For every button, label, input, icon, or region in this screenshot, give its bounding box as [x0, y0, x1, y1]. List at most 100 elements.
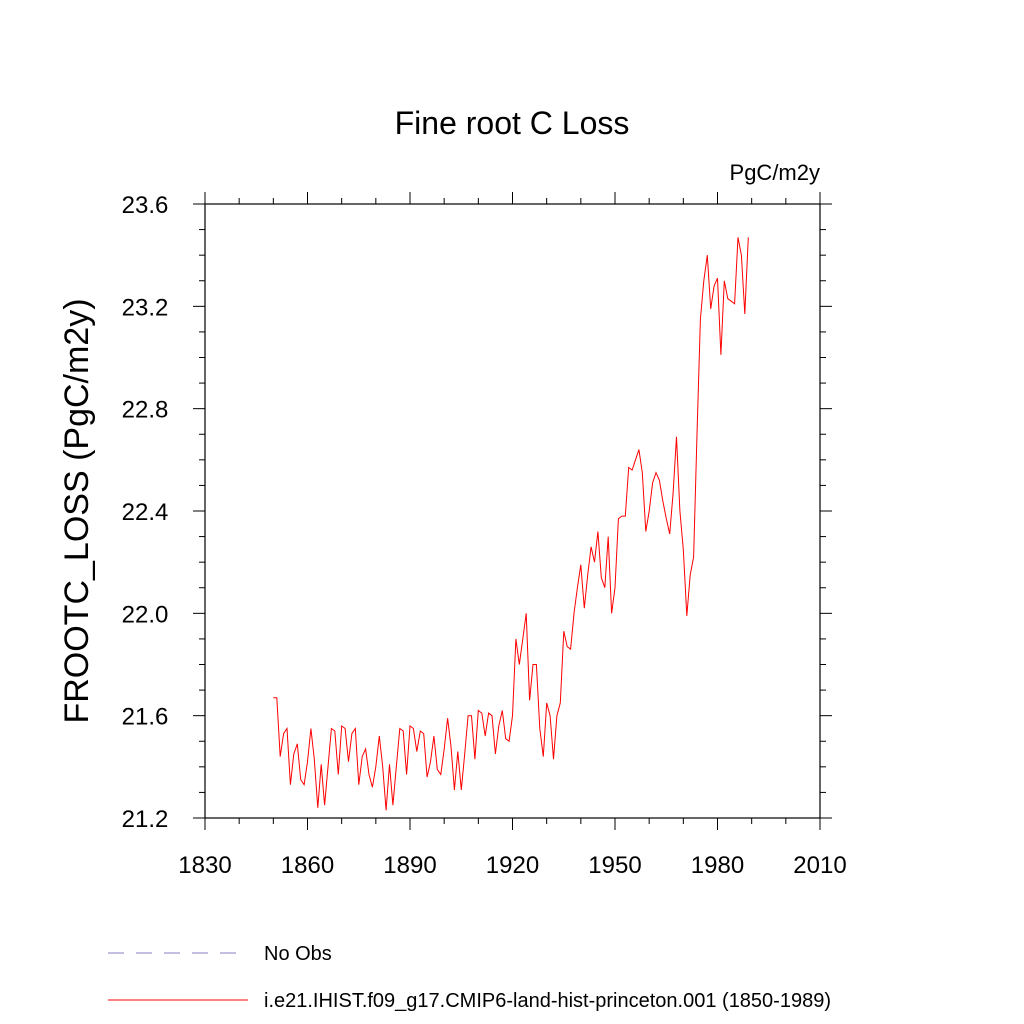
data-point	[375, 766, 376, 767]
data-point	[321, 764, 322, 765]
data-point	[454, 789, 455, 790]
data-point	[307, 761, 308, 762]
x-tick-label: 1860	[281, 852, 334, 879]
data-point	[710, 308, 711, 309]
data-point	[631, 469, 632, 470]
data-point	[286, 728, 287, 729]
data-point	[625, 516, 626, 517]
x-tick-label: 1830	[178, 852, 231, 879]
chart-title: Fine root C Loss	[395, 105, 630, 141]
data-point	[693, 556, 694, 557]
data-point	[724, 280, 725, 281]
data-point	[580, 564, 581, 565]
data-point	[365, 748, 366, 749]
data-point	[440, 774, 441, 775]
x-tick-label: 2010	[793, 852, 846, 879]
data-point	[690, 574, 691, 575]
data-point	[700, 319, 701, 320]
data-point	[385, 810, 386, 811]
data-point	[327, 766, 328, 767]
data-point	[713, 285, 714, 286]
data-point	[392, 805, 393, 806]
data-point	[324, 805, 325, 806]
y-tick-label: 22.8	[122, 397, 169, 424]
data-point	[594, 562, 595, 563]
data-point	[389, 764, 390, 765]
data-point	[409, 725, 410, 726]
data-point	[293, 753, 294, 754]
data-point	[485, 736, 486, 737]
y-tick-label: 22.0	[122, 601, 169, 628]
data-point	[444, 748, 445, 749]
x-tick-label: 1890	[383, 852, 436, 879]
data-point	[341, 725, 342, 726]
data-point	[529, 700, 530, 701]
data-point	[662, 500, 663, 501]
data-point	[474, 759, 475, 760]
data-point	[488, 713, 489, 714]
legend: No Obs i.e21.IHIST.f09_g17.CMIP6-land-hi…	[108, 943, 831, 1012]
data-point	[686, 615, 687, 616]
data-point	[748, 237, 749, 238]
data-point	[543, 756, 544, 757]
data-point	[334, 730, 335, 731]
data-point	[737, 237, 738, 238]
data-point	[430, 761, 431, 762]
data-point	[707, 255, 708, 256]
data-point	[741, 255, 742, 256]
data-point	[573, 613, 574, 614]
data-point	[314, 759, 315, 760]
data-point	[310, 728, 311, 729]
data-point	[642, 472, 643, 473]
data-point	[604, 587, 605, 588]
data-point	[495, 753, 496, 754]
data-point	[703, 280, 704, 281]
data-point	[276, 697, 277, 698]
data-point	[567, 646, 568, 647]
data-point	[303, 784, 304, 785]
x-tick-label: 1920	[486, 852, 539, 879]
data-point	[621, 516, 622, 517]
data-point	[608, 536, 609, 537]
data-point	[426, 776, 427, 777]
data-point	[338, 774, 339, 775]
data-point	[478, 710, 479, 711]
data-point	[331, 728, 332, 729]
data-point	[382, 766, 383, 767]
data-point	[744, 313, 745, 314]
data-point	[601, 577, 602, 578]
data-point	[467, 715, 468, 716]
data-point	[679, 510, 680, 511]
data-point	[587, 574, 588, 575]
data-point	[638, 449, 639, 450]
data-point	[280, 756, 281, 757]
data-point	[676, 436, 677, 437]
data-point	[447, 718, 448, 719]
data-point	[655, 472, 656, 473]
data-point	[519, 664, 520, 665]
y-tick-labels: 21.2 21.6 22.0 22.4 22.8 23.2 23.6	[122, 192, 169, 833]
y-tick-label: 21.2	[122, 806, 169, 833]
data-point	[317, 807, 318, 808]
data-point	[549, 715, 550, 716]
x-tick-label: 1950	[588, 852, 641, 879]
data-point	[611, 613, 612, 614]
data-point	[450, 746, 451, 747]
data-point	[628, 467, 629, 468]
data-point	[666, 518, 667, 519]
data-point	[683, 549, 684, 550]
data-point	[556, 715, 557, 716]
y-tick-label: 23.6	[122, 192, 169, 219]
data-point	[635, 459, 636, 460]
data-point	[584, 608, 585, 609]
data-point	[379, 736, 380, 737]
data-point	[539, 728, 540, 729]
y-tick-label: 21.6	[122, 704, 169, 731]
data-point	[618, 518, 619, 519]
data-point	[672, 492, 673, 493]
data-point	[720, 354, 721, 355]
data-point	[570, 649, 571, 650]
data-point	[649, 510, 650, 511]
data-point	[652, 482, 653, 483]
data-point	[659, 480, 660, 481]
